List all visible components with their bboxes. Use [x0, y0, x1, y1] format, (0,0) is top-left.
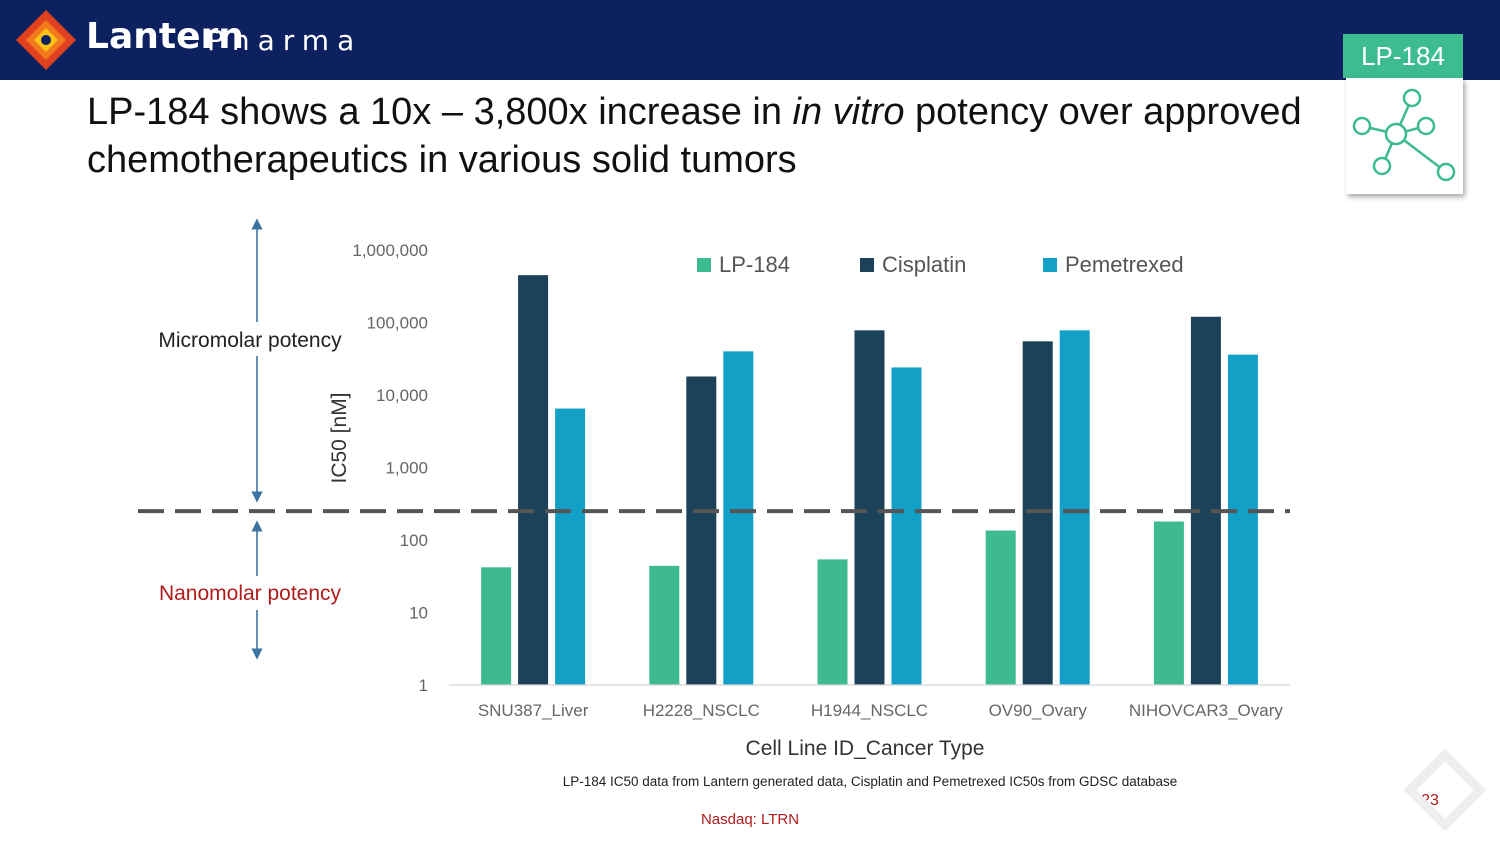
- legend-label-pemetrexed: Pemetrexed: [1065, 252, 1184, 277]
- bar-lp-184-nihovcar3-ovary: [1153, 521, 1184, 685]
- micromolar-label: Micromolar potency: [158, 329, 342, 352]
- y-tick-label: 10: [409, 604, 428, 623]
- lantern-logo-icon: [16, 10, 76, 70]
- y-tick-label: 100: [400, 531, 428, 550]
- y-tick-label: 1: [419, 676, 428, 695]
- bar-pemetrexed-ov90-ovary: [1059, 330, 1090, 685]
- x-tick-label: SNU387_Liver: [478, 701, 589, 720]
- molecule-icon: [1352, 88, 1456, 182]
- header-bar: Lantern Pharma: [0, 0, 1500, 80]
- legend-swatch-pemetrexed: [1043, 258, 1057, 272]
- legend-label-lp-184: LP-184: [719, 252, 790, 277]
- title-part2: potency over approved chemotherapeutics …: [87, 91, 1302, 181]
- y-tick-label: 100,000: [367, 314, 428, 333]
- bar-pemetrexed-snu387-liver: [555, 408, 586, 685]
- title-italic: in vitro: [792, 91, 905, 133]
- x-tick-label: H1944_NSCLC: [811, 701, 928, 720]
- legend-swatch-cisplatin: [860, 258, 874, 272]
- bar-cisplatin-ov90-ovary: [1022, 341, 1053, 685]
- title-part1: LP-184 shows a 10x – 3,800x increase in: [87, 91, 793, 133]
- bar-lp-184-h1944-nsclc: [817, 559, 848, 685]
- slide-title: LP-184 shows a 10x – 3,800x increase in …: [87, 88, 1317, 184]
- bar-cisplatin-snu387-liver: [518, 275, 549, 685]
- x-axis-label: Cell Line ID_Cancer Type: [746, 737, 985, 760]
- bar-lp-184-h2228-nsclc: [649, 565, 680, 685]
- y-tick-label: 1,000,000: [352, 241, 428, 260]
- y-tick-label: 1,000: [385, 459, 428, 478]
- x-tick-label: NIHOVCAR3_Ovary: [1129, 701, 1283, 720]
- bar-cisplatin-h2228-nsclc: [686, 376, 717, 685]
- x-tick-label: H2228_NSCLC: [643, 701, 760, 720]
- molecule-icon-box: [1346, 78, 1463, 194]
- corner-watermark-icon: [1403, 748, 1487, 832]
- bar-lp-184-snu387-liver: [481, 567, 512, 685]
- brand-suffix: Pharma: [207, 24, 363, 57]
- brand-name: Lantern: [86, 16, 244, 57]
- x-tick-label: OV90_Ovary: [989, 701, 1088, 720]
- bar-pemetrexed-h2228-nsclc: [723, 351, 754, 685]
- micromolar-label-bg: [142, 322, 356, 356]
- bar-cisplatin-h1944-nsclc: [854, 330, 885, 685]
- bar-pemetrexed-h1944-nsclc: [891, 367, 922, 685]
- y-axis-label: IC50 [nM]: [328, 392, 351, 483]
- nasdaq-ticker: Nasdaq: LTRN: [700, 811, 800, 828]
- legend-swatch-lp-184: [697, 258, 711, 272]
- nanomolar-label-bg: [142, 576, 356, 610]
- bar-cisplatin-nihovcar3-ovary: [1190, 316, 1221, 685]
- nanomolar-label: Nanomolar potency: [159, 582, 342, 605]
- legend-label-cisplatin: Cisplatin: [882, 252, 966, 277]
- data-source-footnote: LP-184 IC50 data from Lantern generated …: [562, 774, 1178, 789]
- bar-pemetrexed-nihovcar3-ovary: [1227, 354, 1258, 685]
- y-tick-label: 10,000: [376, 386, 428, 405]
- bar-lp-184-ov90-ovary: [985, 530, 1016, 685]
- product-tag: LP-184: [1343, 34, 1463, 78]
